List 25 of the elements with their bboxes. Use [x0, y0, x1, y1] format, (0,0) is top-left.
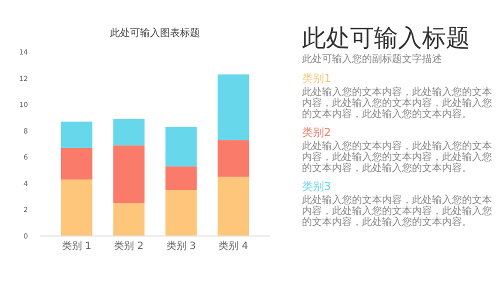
- bar: [113, 119, 145, 146]
- x-tick-label: 类别 3: [166, 240, 196, 252]
- bar: [218, 74, 250, 140]
- bar: [113, 145, 145, 204]
- bar: [218, 176, 250, 236]
- bar: [165, 126, 197, 166]
- bar: [218, 140, 250, 177]
- bar: [60, 122, 92, 148]
- text: 类别3: [302, 180, 331, 193]
- bar: [60, 148, 92, 180]
- chart-title: 此处可输入图表标题: [110, 27, 200, 39]
- text: 此处可输入标题: [302, 24, 470, 52]
- text: 此处可输入您的副标题文字描述: [302, 53, 442, 65]
- bar: [165, 166, 197, 190]
- text: 此处输入您的文本内容，此处输入您的文本内容，此处输入您的文本内容，此处输入您的文本内容，此处输入您的文本内容。: [302, 194, 492, 228]
- bar: [60, 179, 92, 236]
- x-tick-label: 类别 2: [114, 240, 144, 252]
- bar: [113, 203, 145, 236]
- x-tick-label: 类别 4: [218, 240, 248, 252]
- text: 此处输入您的文本内容，此处输入您的文本内容，此处输入您的文本内容，此处输入您的文本内容，此处输入您的文本内容。: [302, 140, 492, 174]
- text: 此处输入您的文本内容，此处输入您的文本内容，此处输入您的文本内容，此处输入您的文本内容，此处输入您的文本内容。: [302, 86, 492, 120]
- x-tick-label: 类别 1: [62, 240, 92, 252]
- text: 类别1: [302, 72, 331, 85]
- bar: [165, 190, 197, 236]
- text: 类别2: [302, 126, 331, 139]
